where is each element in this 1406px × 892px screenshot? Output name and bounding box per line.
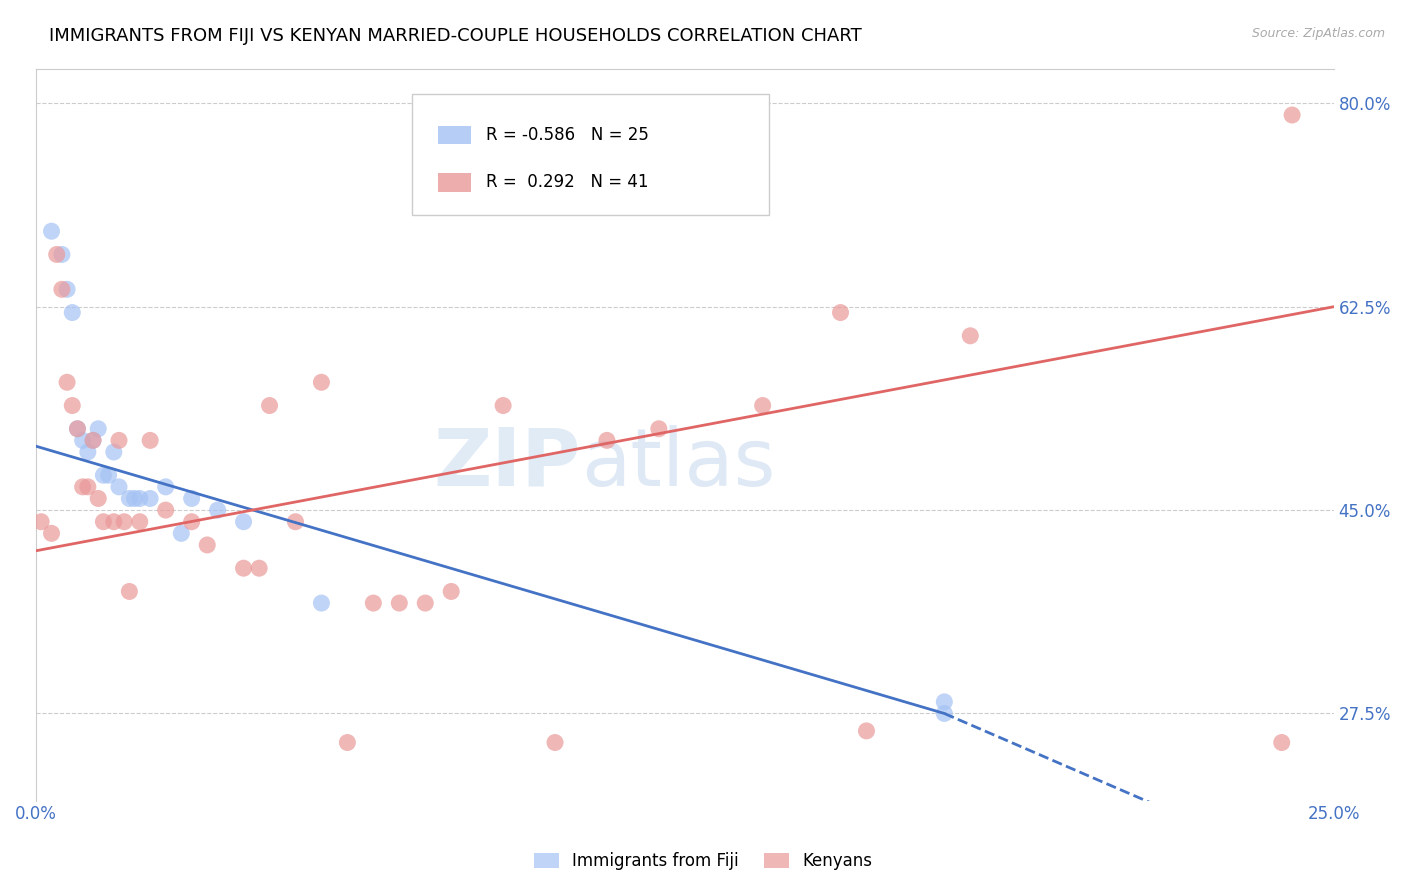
Point	[207, 503, 229, 517]
Point	[492, 399, 515, 413]
Point	[112, 515, 135, 529]
Point	[108, 434, 131, 448]
Point	[82, 434, 104, 448]
Point	[97, 468, 120, 483]
Point	[855, 723, 877, 738]
Point	[934, 695, 956, 709]
Point	[108, 480, 131, 494]
Point	[51, 282, 73, 296]
Point	[596, 434, 619, 448]
Point	[87, 491, 110, 506]
Point	[830, 305, 852, 319]
Point	[195, 538, 218, 552]
Point	[934, 706, 956, 721]
Point	[544, 735, 567, 749]
Point	[128, 491, 150, 506]
FancyBboxPatch shape	[412, 95, 769, 215]
Point	[51, 247, 73, 261]
Point	[124, 491, 146, 506]
Point	[284, 515, 307, 529]
Point	[66, 422, 89, 436]
Point	[128, 515, 150, 529]
Point	[155, 503, 177, 517]
Text: R = -0.586   N = 25: R = -0.586 N = 25	[486, 126, 650, 144]
Text: IMMIGRANTS FROM FIJI VS KENYAN MARRIED-COUPLE HOUSEHOLDS CORRELATION CHART: IMMIGRANTS FROM FIJI VS KENYAN MARRIED-C…	[49, 27, 862, 45]
Point	[139, 434, 162, 448]
Point	[60, 399, 83, 413]
Text: ZIP: ZIP	[433, 425, 581, 503]
Point	[41, 526, 63, 541]
Point	[247, 561, 270, 575]
Point	[103, 515, 125, 529]
Point	[648, 422, 671, 436]
Point	[118, 584, 141, 599]
Point	[76, 445, 98, 459]
Point	[413, 596, 436, 610]
Point	[76, 480, 98, 494]
Point	[1271, 735, 1294, 749]
Point	[56, 376, 79, 390]
Point	[72, 480, 94, 494]
Point	[45, 247, 67, 261]
Point	[440, 584, 463, 599]
Point	[232, 561, 254, 575]
Point	[93, 468, 115, 483]
Point	[56, 282, 79, 296]
Point	[959, 328, 981, 343]
Bar	[439, 173, 471, 192]
Point	[87, 422, 110, 436]
Point	[139, 491, 162, 506]
Point	[311, 376, 333, 390]
Bar	[439, 126, 471, 144]
Point	[93, 515, 115, 529]
Point	[180, 491, 202, 506]
Point	[180, 515, 202, 529]
Point	[232, 515, 254, 529]
Point	[41, 224, 63, 238]
Legend: Immigrants from Fiji, Kenyans: Immigrants from Fiji, Kenyans	[527, 846, 879, 877]
Point	[363, 596, 385, 610]
Point	[66, 422, 89, 436]
Point	[311, 596, 333, 610]
Text: atlas: atlas	[581, 425, 775, 503]
Point	[72, 434, 94, 448]
Point	[118, 491, 141, 506]
Point	[751, 399, 773, 413]
Point	[82, 434, 104, 448]
Point	[170, 526, 193, 541]
Point	[1281, 108, 1303, 122]
Point	[30, 515, 52, 529]
Point	[103, 445, 125, 459]
Point	[388, 596, 411, 610]
Point	[336, 735, 359, 749]
Point	[155, 480, 177, 494]
Point	[259, 399, 281, 413]
Text: R =  0.292   N = 41: R = 0.292 N = 41	[486, 173, 648, 192]
Point	[60, 305, 83, 319]
Text: Source: ZipAtlas.com: Source: ZipAtlas.com	[1251, 27, 1385, 40]
